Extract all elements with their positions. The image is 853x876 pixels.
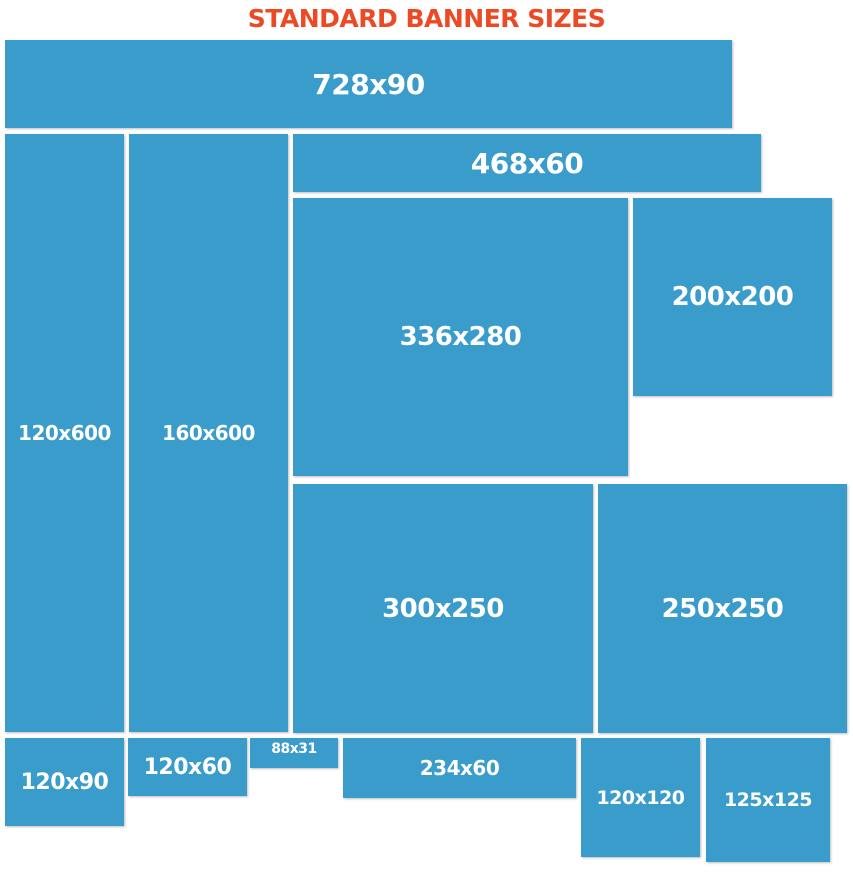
banner-120x90: 120x90 [5, 738, 124, 826]
banner-200x200: 200x200 [633, 198, 832, 396]
banner-label: 468x60 [470, 146, 584, 180]
banner-label: 336x280 [399, 322, 522, 352]
banner-label: 728x90 [312, 67, 425, 101]
banner-160x600: 160x600 [129, 134, 288, 732]
banner-300x250: 300x250 [293, 484, 593, 733]
banner-label: 120x600 [18, 421, 111, 445]
banner-label: 200x200 [671, 282, 794, 312]
banner-label: 234x60 [419, 756, 500, 780]
banner-88x31: 88x31 [250, 738, 338, 768]
banner-234x60: 234x60 [343, 738, 576, 798]
banner-468x60: 468x60 [293, 134, 761, 192]
banner-label: 300x250 [382, 593, 504, 624]
banner-728x90: 728x90 [5, 40, 732, 128]
banner-250x250: 250x250 [598, 484, 847, 733]
banner-336x280: 336x280 [293, 198, 628, 476]
banner-label: 120x120 [596, 786, 685, 809]
banner-label: 125x125 [723, 789, 813, 811]
banner-120x120: 120x120 [581, 738, 700, 857]
banner-label: 250x250 [661, 593, 784, 624]
banner-125x125: 125x125 [706, 738, 830, 862]
banner-120x600: 120x600 [5, 134, 124, 732]
page-title: STANDARD BANNER SIZES [247, 4, 606, 33]
banner-label: 88x31 [271, 741, 317, 757]
banner-120x60: 120x60 [128, 738, 247, 796]
banner-label: 160x600 [162, 421, 255, 445]
banner-label: 120x60 [143, 754, 232, 780]
banner-label: 120x90 [20, 769, 109, 795]
